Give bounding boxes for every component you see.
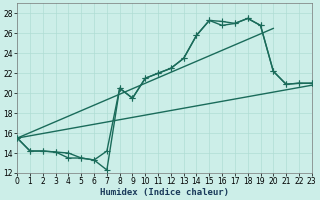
X-axis label: Humidex (Indice chaleur): Humidex (Indice chaleur)	[100, 188, 229, 197]
